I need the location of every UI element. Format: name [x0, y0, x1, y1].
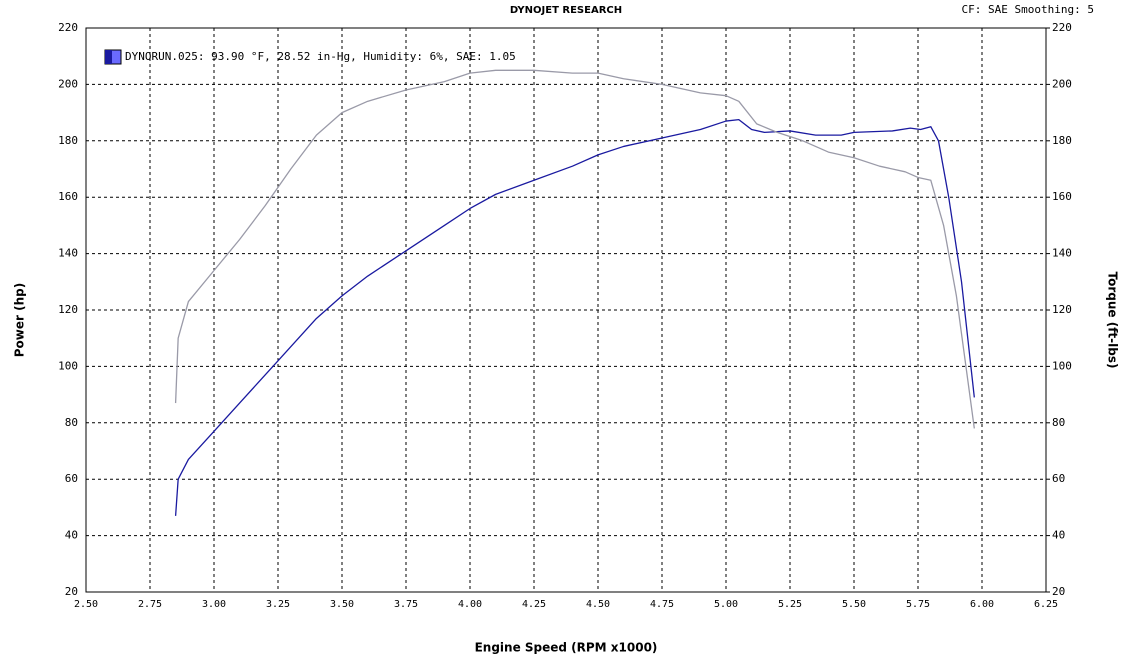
y2-tick-label: 200	[1052, 77, 1072, 90]
x-tick-label: 4.50	[586, 599, 610, 610]
chart-subtitle: CF: SAE Smoothing: 5	[962, 3, 1094, 16]
y2-tick-label: 220	[1052, 21, 1072, 34]
y-tick-label: 60	[65, 472, 78, 485]
x-tick-label: 3.25	[266, 599, 290, 610]
x-tick-label: 5.75	[906, 599, 930, 610]
y2-tick-label: 60	[1052, 472, 1065, 485]
y2-tick-label: 160	[1052, 190, 1072, 203]
x-tick-label: 4.75	[650, 599, 674, 610]
y2-axis-label: Torque (ft-lbs)	[1106, 272, 1120, 369]
x-tick-label: 3.75	[394, 599, 418, 610]
y2-tick-label: 120	[1052, 303, 1072, 316]
x-tick-label: 4.25	[522, 599, 546, 610]
y2-tick-label: 180	[1052, 134, 1072, 147]
x-tick-label: 5.00	[714, 599, 738, 610]
x-tick-label: 2.75	[138, 599, 162, 610]
x-tick-label: 6.25	[1034, 599, 1058, 610]
y-tick-label: 40	[65, 529, 78, 542]
x-axis-label: Engine Speed (RPM x1000)	[475, 641, 658, 655]
legend-swatch-dark	[105, 50, 112, 64]
y-axis-label: Power (hp)	[13, 283, 27, 357]
data-line	[174, 69, 975, 429]
x-tick-label: 6.00	[970, 599, 994, 610]
y2-tick-label: 80	[1052, 416, 1065, 429]
y-tick-label: 80	[65, 416, 78, 429]
x-tick-label: 3.50	[330, 599, 354, 610]
x-tick-label: 2.50	[74, 599, 98, 610]
y-tick-label: 140	[58, 247, 78, 260]
y-tick-label: 160	[58, 190, 78, 203]
x-tick-label: 3.00	[202, 599, 226, 610]
x-tick-label: 4.00	[458, 599, 482, 610]
y-tick-label: 100	[58, 359, 78, 372]
y-tick-label: 200	[58, 77, 78, 90]
data-line	[174, 119, 975, 516]
y2-tick-label: 100	[1052, 359, 1072, 372]
y-tick-label: 20	[65, 585, 78, 598]
y2-tick-label: 20	[1052, 585, 1065, 598]
x-tick-label: 5.25	[778, 599, 802, 610]
chart-title: DYNOJET RESEARCH	[510, 5, 622, 16]
y2-tick-label: 40	[1052, 529, 1065, 542]
x-tick-label: 5.50	[842, 599, 866, 610]
legend-label: DYNORUN.025: 93.90 °F, 28.52 in-Hg, Humi…	[125, 50, 516, 63]
y-tick-label: 220	[58, 21, 78, 34]
y-tick-label: 180	[58, 134, 78, 147]
y-tick-label: 120	[58, 303, 78, 316]
y2-tick-label: 140	[1052, 247, 1072, 260]
